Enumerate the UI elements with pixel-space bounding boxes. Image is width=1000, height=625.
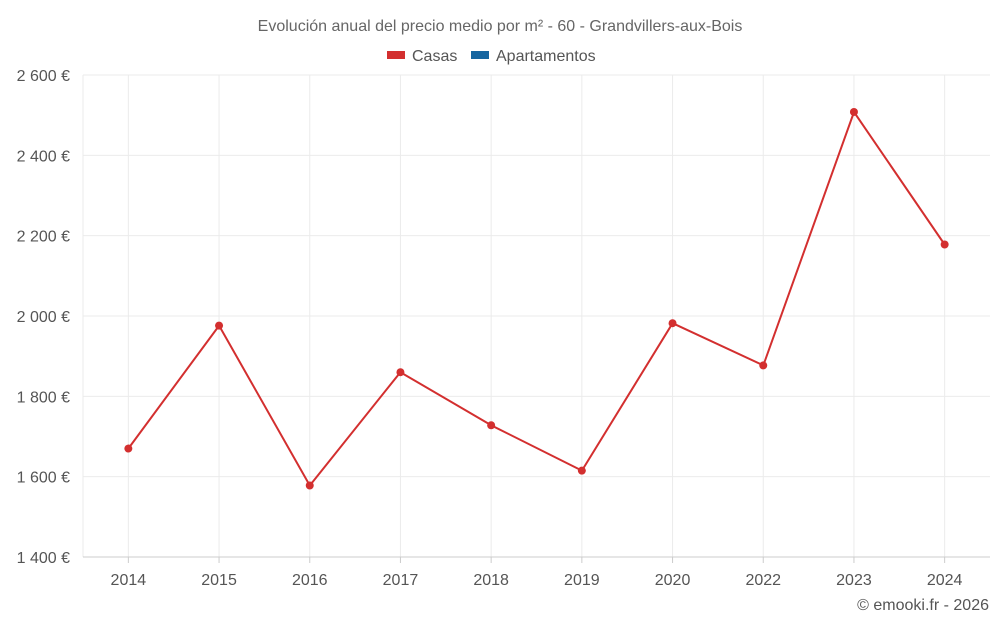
y-tick-label: 1 800 €: [17, 389, 70, 406]
data-point-casas[interactable]: [396, 368, 405, 377]
x-tick-label: 2018: [473, 572, 509, 589]
axes: [82, 75, 990, 563]
legend-label-apartamentos: Apartamentos: [496, 48, 596, 65]
chart-title: Evolución anual del precio medio por m² …: [258, 18, 743, 35]
x-tick-label: 2022: [745, 572, 781, 589]
x-tick-label: 2020: [655, 572, 691, 589]
y-tick-label: 1 600 €: [17, 470, 70, 487]
data-point-casas[interactable]: [849, 107, 858, 116]
data-point-casas[interactable]: [940, 240, 949, 249]
data-point-casas[interactable]: [668, 319, 677, 328]
y-tick-labels: 1 400 € 1 600 € 1 800 € 2 000 € 2 200 € 2 400…: [17, 68, 70, 567]
series-line-casas: [127, 111, 946, 487]
y-tick-label: 2 000 €: [17, 309, 70, 326]
x-tick-label: 2019: [564, 572, 600, 589]
data-point-casas[interactable]: [215, 321, 224, 330]
x-tick-label: 2015: [201, 572, 237, 589]
data-point-casas[interactable]: [124, 444, 133, 453]
data-point-casas[interactable]: [305, 481, 314, 490]
legend-swatch-apartamentos: [471, 51, 489, 59]
legend-swatch-casas: [387, 51, 405, 59]
legend-item-apartamentos[interactable]: Apartamentos: [471, 48, 596, 65]
y-tick-label: 2 200 €: [17, 229, 70, 246]
x-tick-label: 2014: [111, 572, 147, 589]
grid: [83, 74, 990, 557]
x-tick-labels: 2014 2015 2016 2017 2018 2019 2020 2022 2023 2024: [111, 572, 963, 589]
legend-item-casas[interactable]: Casas: [387, 48, 457, 65]
x-tick-label: 2016: [292, 572, 328, 589]
y-tick-label: 1 400 €: [17, 550, 70, 567]
legend: Casas Apartamentos: [387, 48, 596, 65]
y-tick-label: 2 400 €: [17, 148, 70, 165]
legend-label-casas: Casas: [412, 48, 457, 65]
x-tick-label: 2024: [927, 572, 963, 589]
data-point-casas[interactable]: [577, 466, 586, 475]
series: [124, 107, 949, 490]
x-tick-label: 2023: [836, 572, 872, 589]
data-point-casas[interactable]: [487, 421, 496, 430]
y-tick-label: 2 600 €: [17, 68, 70, 85]
x-tick-label: 2017: [383, 572, 419, 589]
data-point-casas[interactable]: [759, 361, 768, 370]
credit-text: © emooki.fr - 2026: [857, 597, 989, 614]
